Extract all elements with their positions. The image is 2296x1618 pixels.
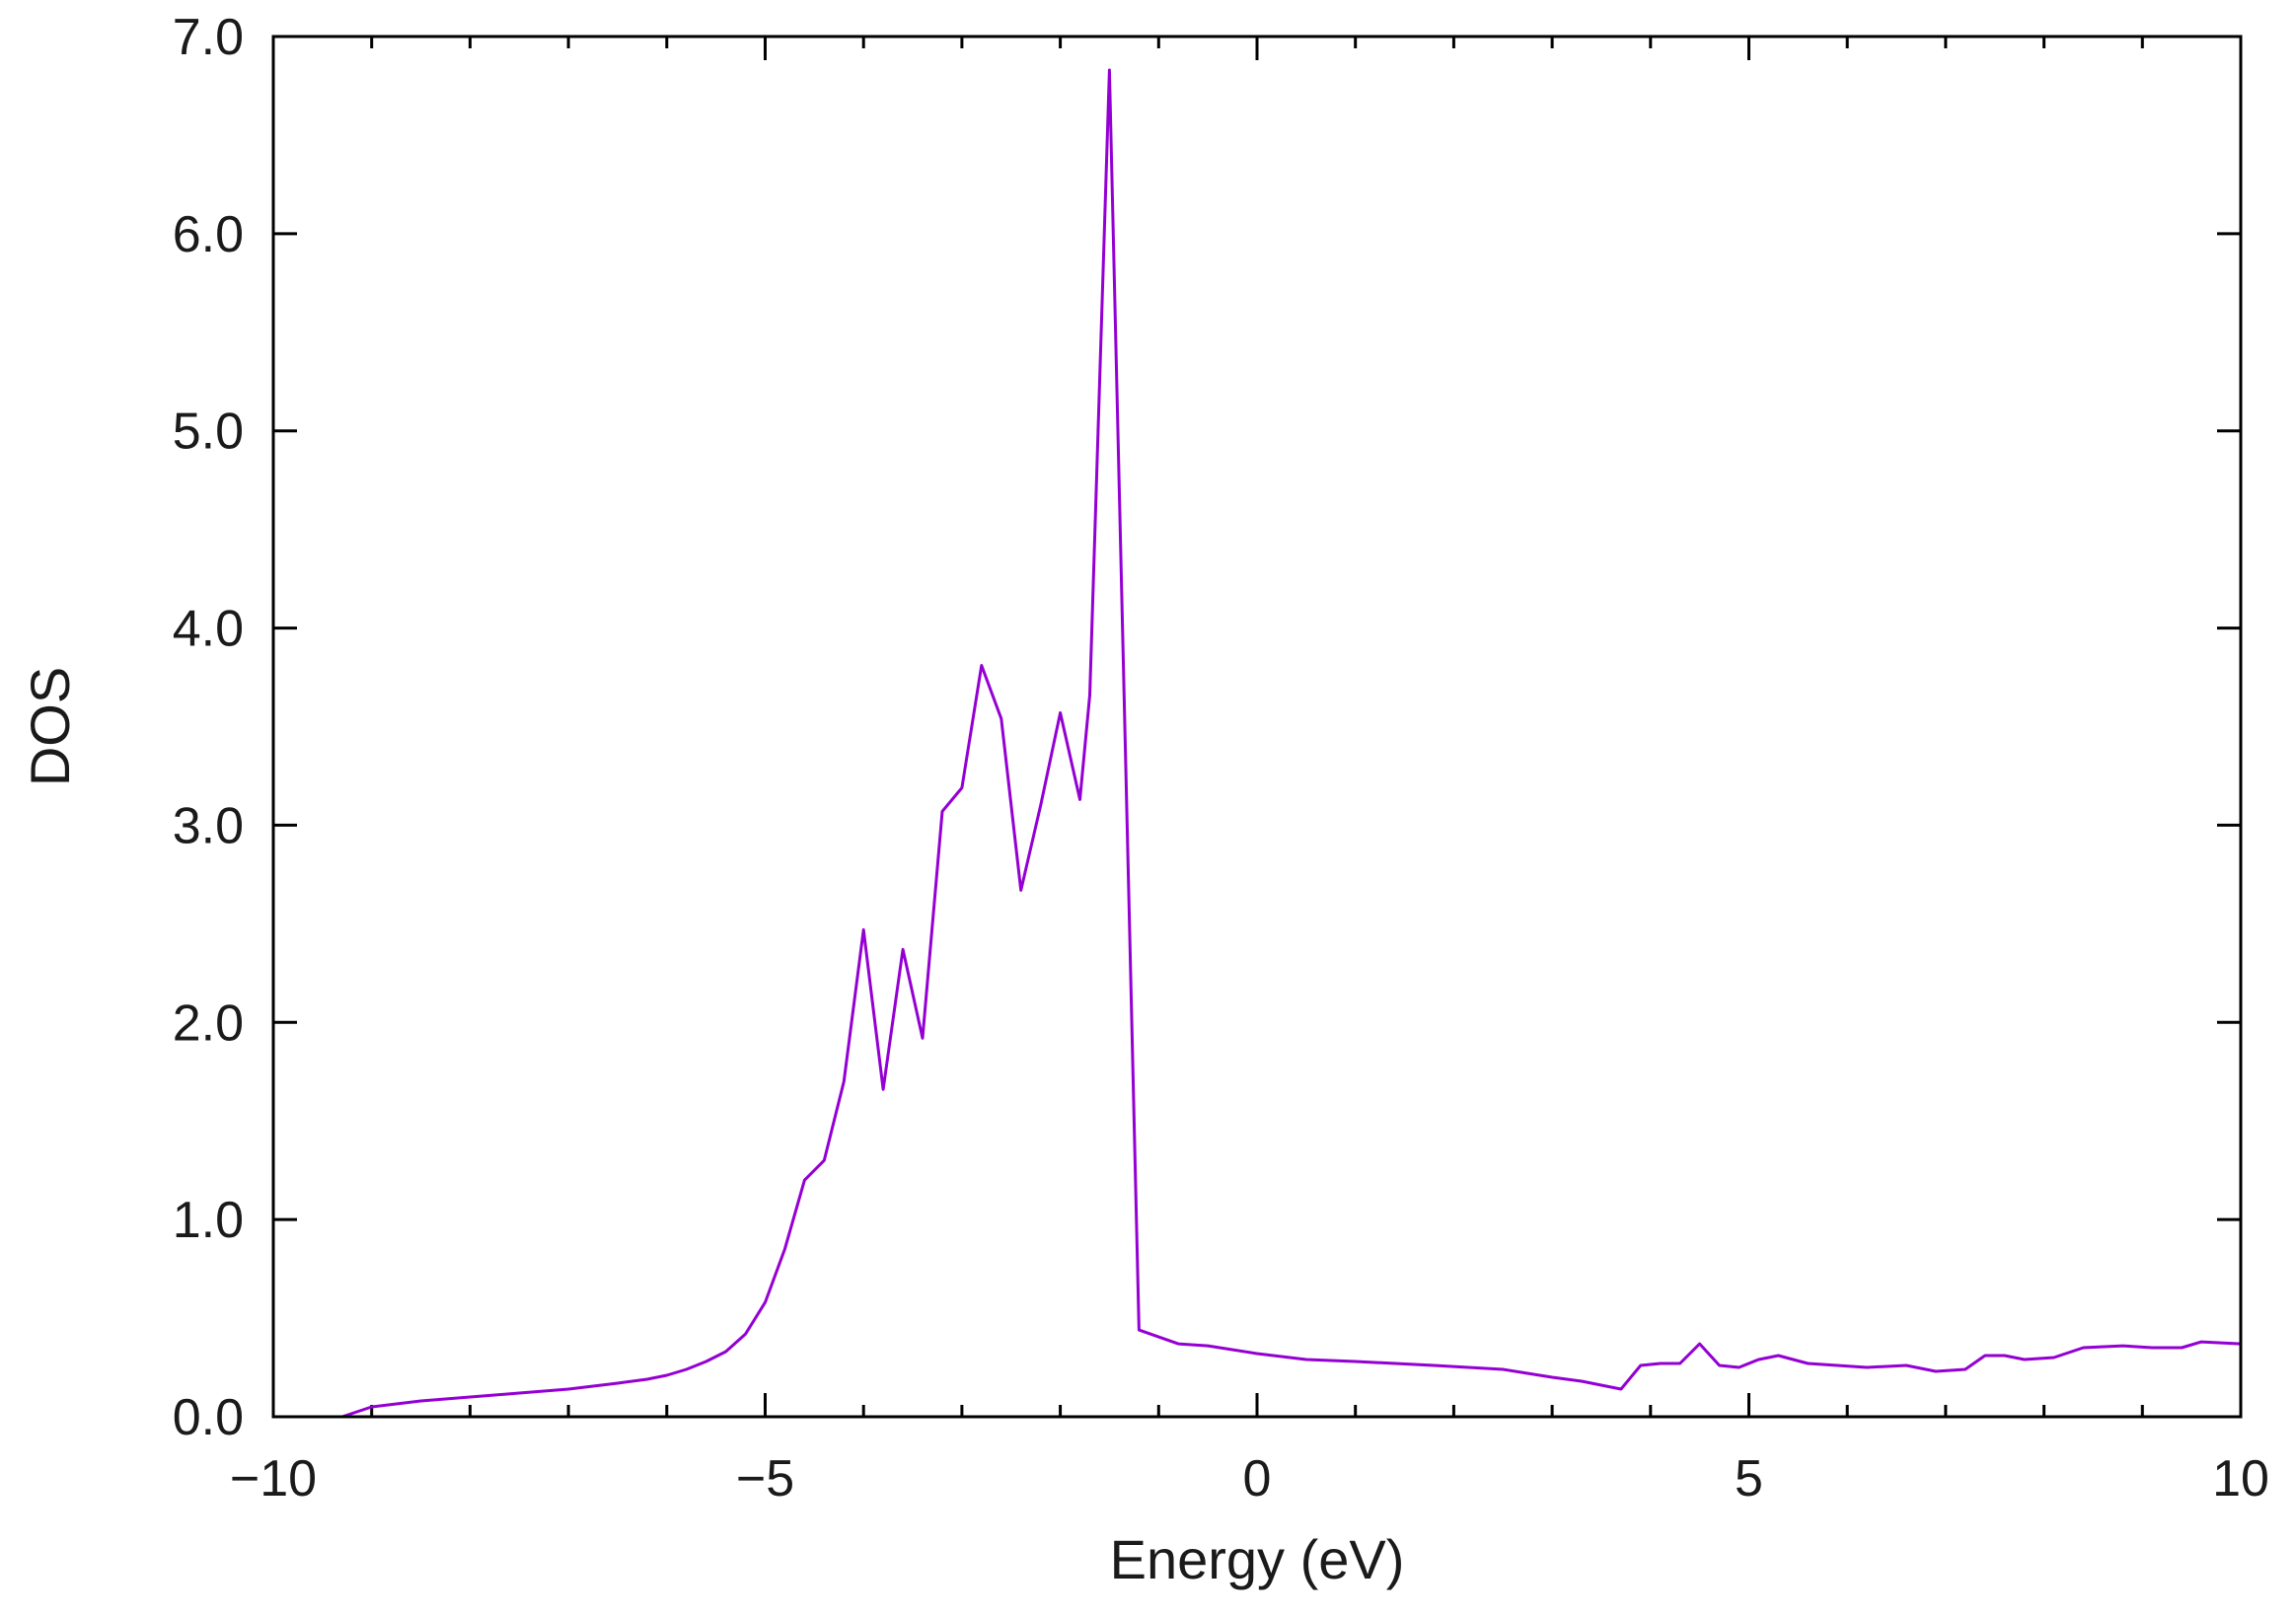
y-tick-label: 7.0	[173, 9, 244, 66]
y-tick-label: 3.0	[173, 797, 244, 854]
y-tick-label: 6.0	[173, 206, 244, 263]
y-tick-label: 2.0	[173, 994, 244, 1052]
y-axis-title: DOS	[19, 667, 81, 786]
x-tick-label: −10	[230, 1450, 317, 1508]
plot-frame	[271, 35, 2243, 1419]
y-tick-label: 4.0	[173, 601, 244, 658]
x-tick-label: −5	[736, 1450, 794, 1508]
x-tick-label: 10	[2212, 1450, 2269, 1508]
y-tick-label: 0.0	[173, 1389, 244, 1446]
tick-marks	[271, 35, 2243, 1419]
dos-series-line	[341, 68, 2242, 1419]
y-tick-label: 1.0	[173, 1192, 244, 1249]
x-tick-label: 0	[1243, 1450, 1272, 1508]
y-tick-label: 5.0	[173, 404, 244, 461]
x-axis-title: Energy (eV)	[1110, 1528, 1405, 1590]
x-tick-label: 5	[1735, 1450, 1763, 1508]
x-tick-labels: −10 −5 0 5 10	[230, 1450, 2269, 1508]
y-tick-labels: 0.0 1.0 2.0 3.0 4.0 5.0 6.0 7.0	[173, 9, 244, 1446]
